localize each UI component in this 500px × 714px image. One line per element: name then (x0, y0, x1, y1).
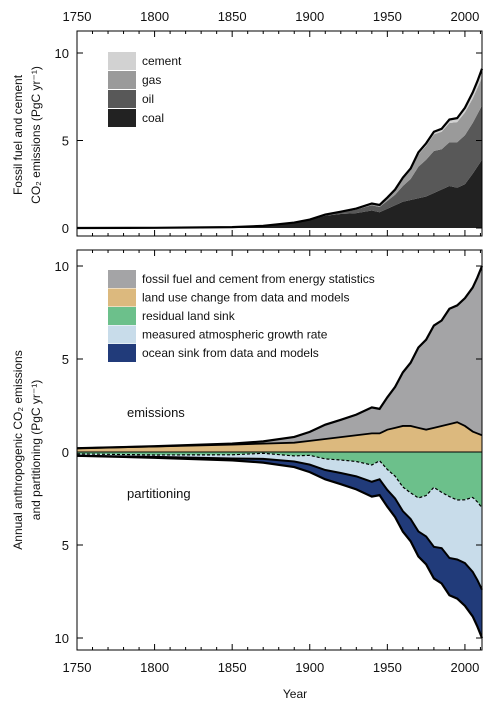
bottom-year-axis: 1750 1800 1850 1900 1950 2000 (63, 660, 480, 675)
legend-swatch-gas (108, 71, 136, 89)
panel2-y-ticks: 10 5 0 5 10 (55, 259, 482, 646)
partitioning-lines (76, 265, 484, 639)
panel2-legend: fossil fuel and cement from energy stati… (108, 270, 375, 362)
legend-swatch-ocean sink from data and models (108, 344, 136, 362)
panel1-ylabel-line1: Fossil fuel and cement (11, 74, 25, 195)
panel1-ylabel-line2: CO₂ emissions (PgC yr⁻¹) (29, 66, 43, 204)
panel1-frame (76, 30, 483, 237)
legend-label-measured atmospheric growth rate: measured atmospheric growth rate (142, 328, 328, 342)
fossil-emissions-panel: 0 5 10 cement gas oil coal Fossil fuel and ce… (11, 30, 484, 237)
bottom-year-tick-label: 1950 (373, 660, 402, 675)
top-year-axis: 1750 1800 1850 1900 1950 2000 (63, 9, 480, 24)
panel2-y-tick-label: 5 (62, 352, 69, 367)
panel2-ylabel-line2: and partitioning (PgC yr⁻¹) (29, 380, 43, 520)
atmosphere-bottom-line (76, 454, 483, 591)
legend-swatch-residual land sink (108, 307, 136, 325)
panel1-legend: cement gas oil coal (108, 52, 182, 127)
ocean-bottom-line (76, 454, 484, 639)
bottom-year-tick-label: 2000 (450, 660, 479, 675)
emission-area-land use change from data and models (77, 422, 482, 452)
panel1-y-tick-label: 5 (62, 134, 69, 149)
fossil-total-outline (76, 68, 484, 230)
bottom-year-tick-label: 1750 (63, 660, 92, 675)
legend-swatch-measured atmospheric growth rate (108, 325, 136, 344)
legend-label-gas: gas (142, 73, 161, 87)
partitioning-panel: 10 5 0 5 10 fossil fuel and cement from ener… (11, 249, 484, 651)
bottom-year-tick-label: 1850 (218, 660, 247, 675)
legend-swatch-land use change from data and models (108, 288, 136, 307)
legend-label-oil: oil (142, 92, 154, 106)
x-axis-label: Year (283, 687, 307, 701)
panel2-y-tick-label: 10 (55, 259, 69, 274)
legend-label-land use change from data and models: land use change from data and models (142, 291, 349, 305)
top-year-tick-label: 2000 (450, 9, 479, 24)
legend-swatch-oil (108, 90, 136, 108)
bottom-year-tick-label: 1900 (295, 660, 324, 675)
emissions-annotation: emissions (127, 405, 185, 420)
sink-area-residual land sink (77, 452, 482, 508)
panel2-y-tick-label: 5 (62, 538, 69, 553)
panel1-y-tick-label: 0 (62, 221, 69, 236)
top-year-tick-label: 1950 (373, 9, 402, 24)
legend-label-coal: coal (142, 111, 164, 125)
top-year-tick-label: 1750 (63, 9, 92, 24)
legend-swatch-coal (108, 109, 136, 127)
legend-label-residual land sink: residual land sink (142, 309, 236, 323)
top-year-tick-label: 1900 (295, 9, 324, 24)
land-use-top-line (76, 421, 483, 450)
legend-label-fossil fuel and cement from energy statistics: fossil fuel and cement from energy stati… (142, 272, 375, 286)
panel2-y-tick-label: 0 (62, 445, 69, 460)
panel1-x-ticks (76, 31, 481, 236)
panel2-y-tick-label: 10 (55, 631, 69, 646)
panel1-y-ticks: 0 5 10 (55, 46, 482, 236)
legend-label-cement: cement (142, 54, 182, 68)
panel2-x-ticks (76, 250, 481, 650)
area-coal (77, 159, 482, 228)
panel1-y-tick-label: 10 (55, 46, 69, 61)
bottom-year-tick-label: 1800 (140, 660, 169, 675)
fossil-stacked-areas (77, 68, 482, 228)
panel2-frame (76, 249, 483, 651)
legend-swatch-fossil fuel and cement from energy statistics (108, 270, 136, 288)
total-emissions-line (76, 265, 484, 450)
legend-label-ocean sink from data and models: ocean sink from data and models (142, 346, 319, 360)
partitioning-annotation: partitioning (127, 486, 191, 501)
top-year-tick-label: 1800 (140, 9, 169, 24)
residual-sink-line (76, 452, 483, 509)
top-year-tick-label: 1850 (218, 9, 247, 24)
legend-swatch-cement (108, 52, 136, 70)
panel2-ylabel-line1: Annual anthropogenic CO₂ emissions (11, 350, 25, 549)
partitioning-areas (77, 266, 482, 638)
